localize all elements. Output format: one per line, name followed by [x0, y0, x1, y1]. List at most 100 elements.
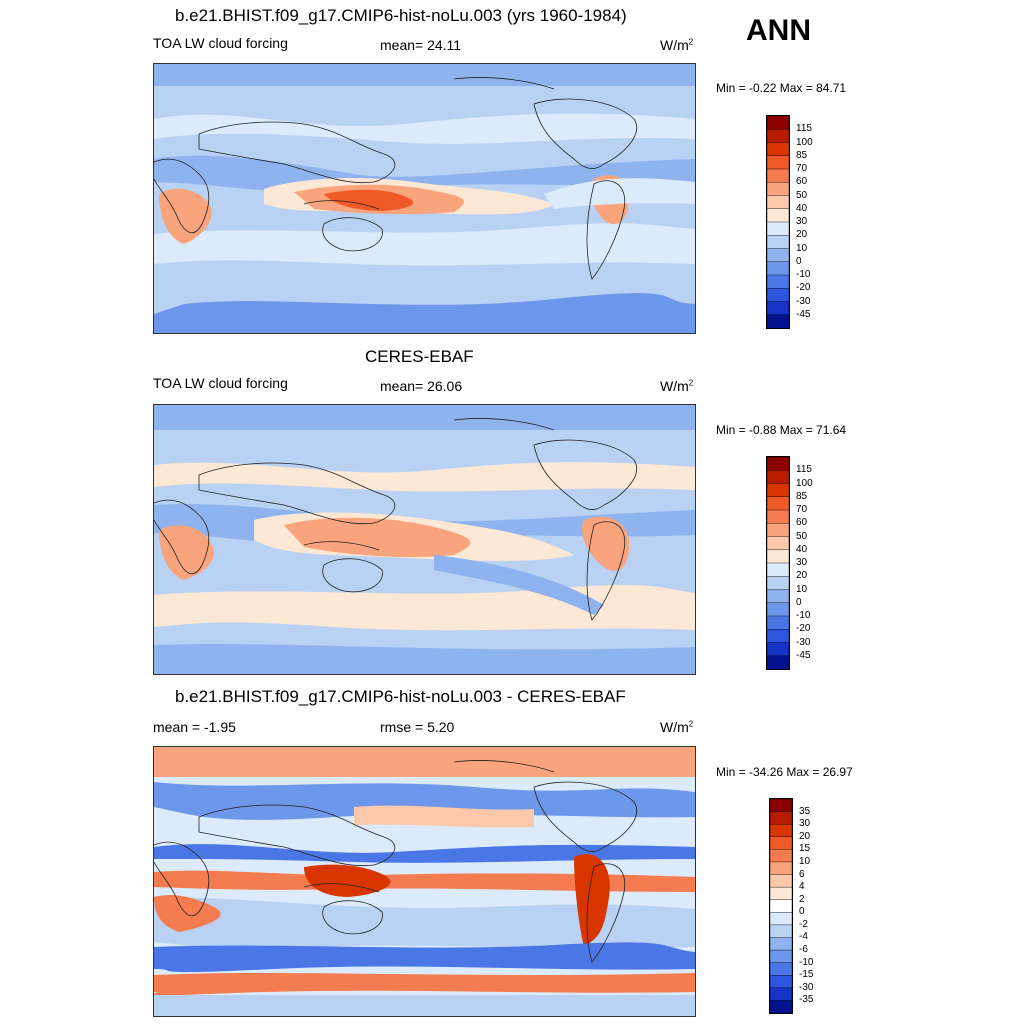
colorbar-tick-label: -20 — [796, 282, 811, 294]
panel-3-map — [153, 746, 696, 1017]
colorbar-tick-label: 30 — [796, 557, 808, 568]
panel-1-colorbar — [766, 115, 790, 329]
colorbar-tick-label: 10 — [799, 855, 811, 867]
colorbar-tick-label: 15 — [799, 843, 811, 855]
colorbar-tick-label: -45 — [796, 308, 811, 320]
colorbar-segment — [770, 975, 792, 989]
colorbar-tick-label: 40 — [796, 202, 808, 214]
colorbar-tick-label: 20 — [796, 229, 808, 241]
colorbar-segment — [767, 288, 789, 303]
colorbar-tick-label: 115 — [796, 464, 812, 476]
colorbar-segment — [770, 861, 792, 876]
colorbar-segment — [770, 874, 792, 888]
colorbar-tick-label: -10 — [799, 956, 814, 968]
colorbar-segment — [767, 314, 789, 328]
colorbar-segment — [770, 987, 792, 1001]
panel-2-colorbar — [766, 456, 790, 670]
colorbar-tick-label: 85 — [796, 490, 808, 502]
colorbar-tick-label: 0 — [796, 255, 802, 267]
colorbar-segment — [767, 496, 789, 511]
colorbar-tick-label: -15 — [799, 969, 814, 981]
colorbar-segment — [770, 849, 792, 863]
colorbar-segment — [770, 1000, 792, 1013]
colorbar-tick-label: -30 — [796, 295, 811, 307]
colorbar-segment — [767, 655, 789, 669]
colorbar-tick-label: -2 — [799, 918, 808, 930]
colorbar-segment — [767, 208, 789, 223]
panel-2-minmax: Min = -0.88 Max = 71.64 — [716, 423, 847, 437]
colorbar-segment — [767, 615, 789, 630]
colorbar-segment — [767, 274, 789, 289]
colorbar-tick-label: 100 — [796, 136, 813, 148]
colorbar-segment — [767, 629, 789, 644]
season-label: ANN — [746, 14, 811, 47]
colorbar-segment — [767, 235, 789, 250]
colorbar-tick-label: -4 — [799, 931, 808, 943]
colorbar-segment — [767, 116, 789, 130]
panel-1-variable-label: TOA LW cloud forcing — [153, 35, 288, 51]
panel-2-units: W/m2 — [660, 378, 694, 394]
colorbar-tick-label: 60 — [796, 176, 808, 188]
colorbar-tick-label: 6 — [799, 868, 805, 880]
panel-1-units: W/m2 — [660, 37, 694, 53]
colorbar-segment — [767, 602, 789, 617]
colorbar-tick-label: 2 — [799, 893, 805, 905]
panel-2-mean-label: mean= 26.06 — [380, 378, 463, 394]
panel-2-title: CERES-EBAF — [365, 347, 474, 366]
colorbar-tick-label: 50 — [796, 189, 808, 201]
panel-2-variable-label: TOA LW cloud forcing — [153, 375, 288, 391]
colorbar-tick-label: 0 — [796, 596, 802, 608]
colorbar-segment — [767, 221, 789, 236]
colorbar-tick-label: -6 — [799, 944, 808, 956]
panel-2-map — [153, 404, 696, 675]
colorbar-tick-label: 0 — [799, 906, 805, 918]
colorbar-segment — [767, 483, 789, 498]
colorbar-tick-label: 70 — [796, 163, 808, 174]
colorbar-tick-label: 10 — [796, 242, 808, 254]
colorbar-segment — [770, 899, 792, 913]
panel-3-colorbar — [769, 798, 793, 1014]
colorbar-tick-label: 40 — [796, 543, 808, 555]
colorbar-tick-label: -45 — [796, 649, 811, 661]
panel-3-rmse-label: rmse = 5.20 — [380, 719, 455, 735]
colorbar-segment — [770, 949, 792, 964]
panel-3-units: W/m2 — [660, 719, 694, 735]
colorbar-tick-label: 35 — [799, 805, 811, 817]
colorbar-tick-label: 60 — [796, 517, 808, 529]
colorbar-segment — [770, 886, 792, 901]
colorbar-tick-label: -20 — [796, 623, 811, 635]
colorbar-tick-label: 30 — [799, 818, 811, 830]
colorbar-tick-label: 70 — [796, 504, 808, 515]
colorbar-tick-label: 20 — [796, 570, 808, 582]
colorbar-tick-label: 115 — [796, 123, 812, 135]
colorbar-segment — [767, 642, 789, 657]
colorbar-segment — [767, 576, 789, 591]
colorbar-segment — [767, 589, 789, 604]
panel-1-map — [153, 63, 696, 334]
colorbar-tick-label: 4 — [799, 881, 805, 893]
colorbar-segment — [770, 811, 792, 825]
colorbar-segment — [767, 509, 789, 524]
colorbar-segment — [767, 182, 789, 197]
panel-1-mean-label: mean= 24.11 — [380, 37, 462, 53]
colorbar-tick-label: -35 — [799, 994, 814, 1006]
colorbar-segment — [770, 962, 792, 976]
colorbar-segment — [770, 836, 792, 850]
colorbar-segment — [770, 799, 792, 813]
colorbar-segment — [767, 168, 789, 183]
colorbar-segment — [767, 261, 789, 276]
colorbar-segment — [767, 129, 789, 144]
colorbar-segment — [770, 823, 792, 838]
colorbar-segment — [767, 562, 789, 577]
colorbar-tick-label: -30 — [796, 636, 811, 648]
colorbar-tick-label: -30 — [799, 981, 814, 993]
colorbar-tick-label: 10 — [796, 583, 808, 595]
colorbar-segment — [767, 142, 789, 157]
panel-1-minmax: Min = -0.22 Max = 84.71 — [716, 81, 847, 95]
colorbar-segment — [767, 523, 789, 538]
colorbar-tick-label: 20 — [799, 830, 811, 842]
colorbar-segment — [767, 301, 789, 316]
panel-3-mean-label: mean = -1.95 — [153, 719, 236, 735]
panel-1-title: b.e21.BHIST.f09_g17.CMIP6-hist-noLu.003 … — [175, 6, 627, 25]
colorbar-tick-label: 100 — [796, 477, 813, 489]
